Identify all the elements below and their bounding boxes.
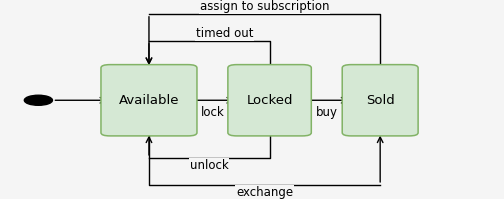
Text: exchange: exchange (236, 186, 293, 199)
Text: unlock: unlock (190, 159, 229, 172)
Text: Available: Available (119, 94, 179, 107)
Text: Locked: Locked (246, 94, 293, 107)
Text: lock: lock (201, 106, 224, 119)
FancyBboxPatch shape (342, 65, 418, 136)
Text: buy: buy (316, 106, 338, 119)
Text: Sold: Sold (366, 94, 395, 107)
FancyBboxPatch shape (228, 65, 311, 136)
Text: timed out: timed out (196, 27, 253, 40)
Circle shape (24, 95, 52, 105)
Text: assign to subscription: assign to subscription (200, 0, 329, 13)
FancyBboxPatch shape (101, 65, 197, 136)
